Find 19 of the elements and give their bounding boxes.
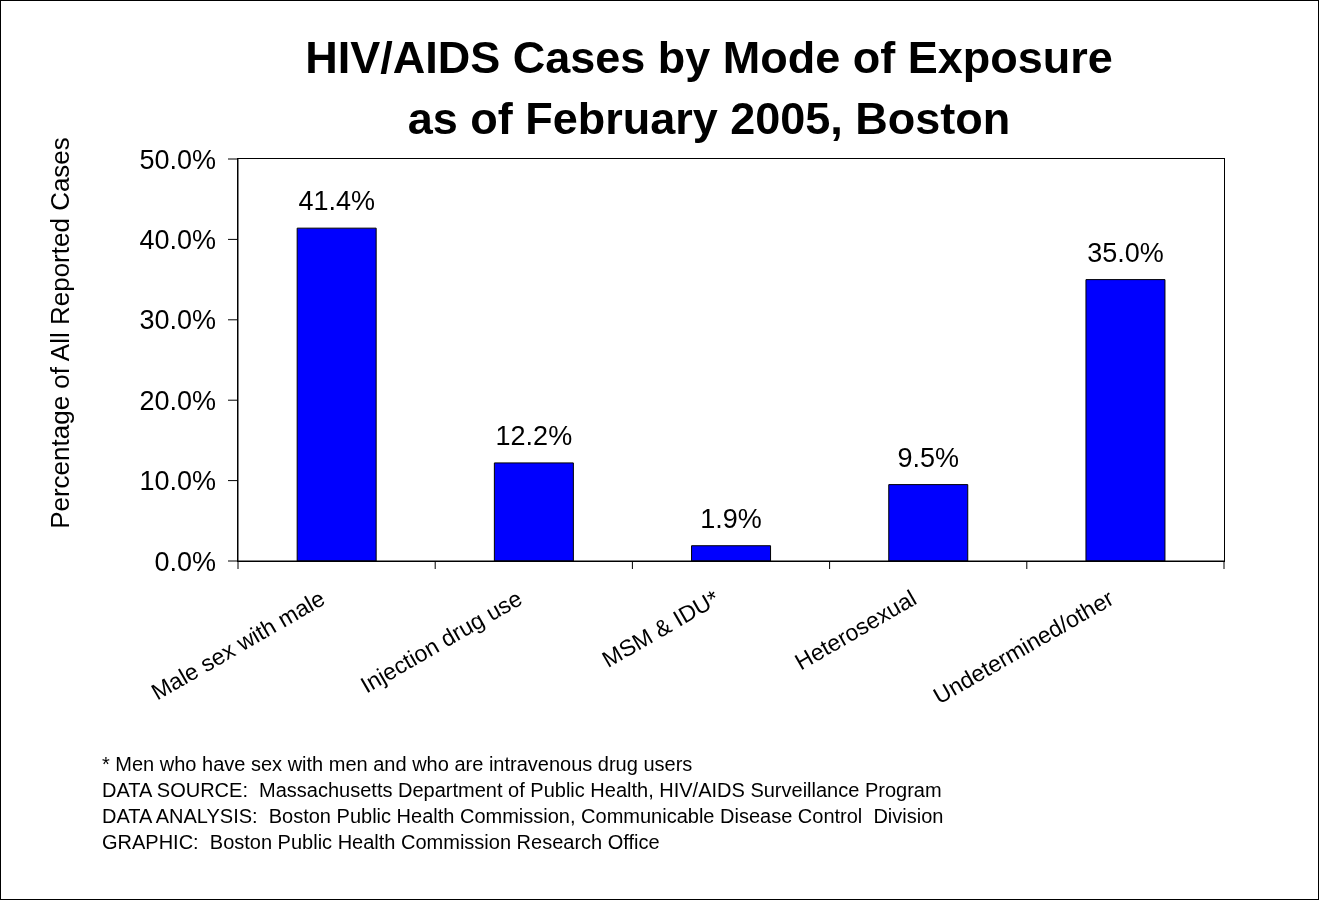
source-note: DATA SOURCE: Massachusetts Department of Public Health, HIV/AIDS Surveillance Program bbox=[102, 779, 942, 801]
text: GRAPHIC: Boston Public Health Commission Research Office bbox=[102, 831, 660, 853]
x-tick-label: MSM & IDU* bbox=[597, 584, 724, 673]
data-label: 41.4% bbox=[298, 186, 375, 217]
y-tick-label: 50.0% bbox=[139, 144, 216, 175]
data-label: 35.0% bbox=[1087, 237, 1164, 268]
y-tick-label: 30.0% bbox=[139, 305, 216, 336]
y-tick-label: 20.0% bbox=[139, 385, 216, 416]
text: * Men who have sex with men and who are intravenous drug users bbox=[102, 753, 693, 775]
y-tick-label: 0.0% bbox=[154, 546, 216, 577]
data-label: 9.5% bbox=[897, 442, 960, 473]
y-tick-label: 40.0% bbox=[139, 224, 216, 255]
x-tick-label: Male sex with male bbox=[146, 584, 330, 706]
y-tick-label: 10.0% bbox=[139, 466, 216, 497]
y-axis-title: Percentage of All Reported Cases bbox=[45, 137, 75, 529]
data-label: 1.9% bbox=[700, 503, 762, 534]
text: DATA ANALYSIS: Boston Public Health Commission, Communicable Disease Control Division bbox=[102, 805, 944, 827]
data-label: 12.2% bbox=[495, 420, 573, 451]
chart-title: HIV/AIDS Cases by Mode of Exposure as of February 2005, Boston bbox=[305, 32, 1113, 144]
